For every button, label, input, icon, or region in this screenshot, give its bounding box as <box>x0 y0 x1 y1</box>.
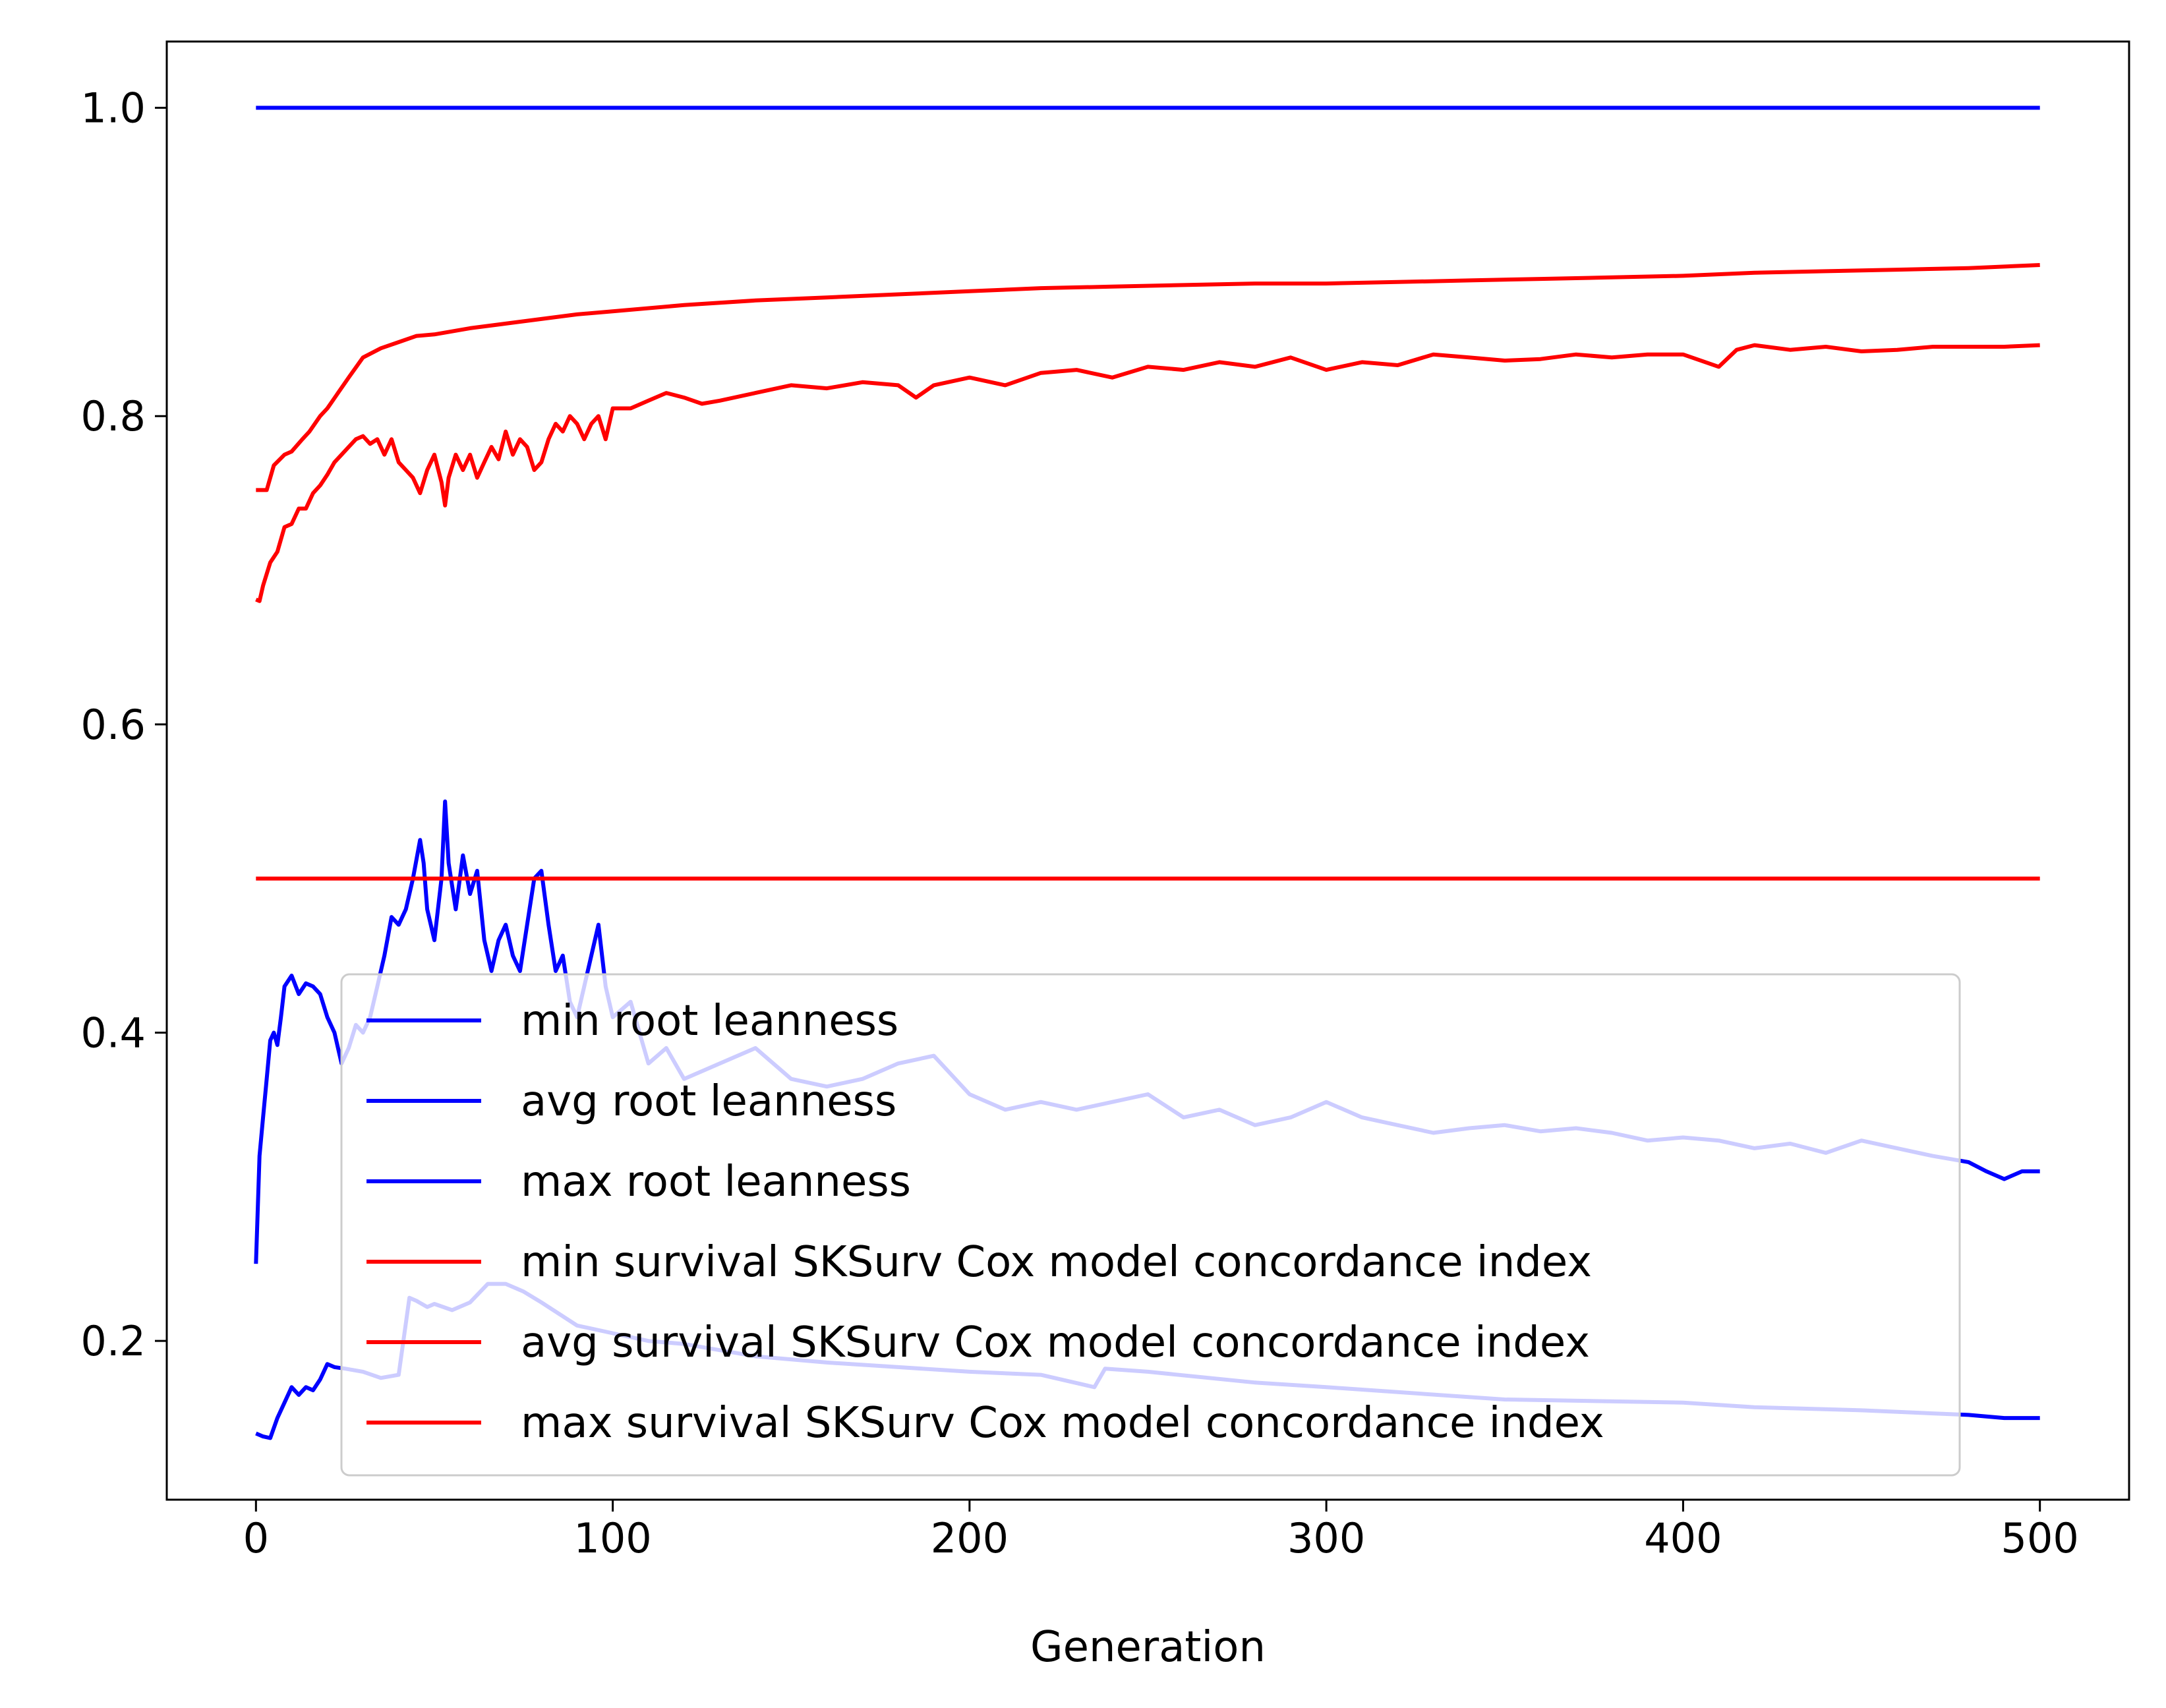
y-tick-label: 1.0 <box>80 84 146 133</box>
legend-box <box>340 973 1961 1477</box>
legend-label: avg survival SKSurv Cox model concordanc… <box>521 1318 1590 1367</box>
y-tick-label: 0.2 <box>80 1317 146 1365</box>
y-tick-label: 0.6 <box>80 701 146 749</box>
y-axis-ticks: 0.2 0.4 0.6 0.8 1.0 <box>80 84 167 1365</box>
x-tick-label: 100 <box>573 1514 651 1562</box>
plot-area-frame <box>165 40 2130 1501</box>
legend-label: avg root leanness <box>521 1077 896 1126</box>
legend-label: max root leanness <box>521 1158 911 1206</box>
x-tick-label: 500 <box>2001 1514 2079 1562</box>
legend: min root leanness avg root leanness max ro… <box>340 973 1961 1477</box>
x-tick-label: 300 <box>1287 1514 1365 1562</box>
x-axis-label: Generation <box>1030 1623 1266 1672</box>
y-tick-label: 0.8 <box>80 392 146 440</box>
x-tick-label: 400 <box>1644 1514 1722 1562</box>
y-tick-label: 0.4 <box>80 1009 146 1057</box>
x-axis-ticks: 0 100 200 300 400 500 <box>243 1500 2079 1562</box>
legend-label: max survival SKSurv Cox model concordanc… <box>521 1399 1604 1448</box>
series-line-5 <box>255 343 2040 603</box>
legend-label: min root leanness <box>521 997 898 1045</box>
x-tick-label: 200 <box>931 1514 1009 1562</box>
legend-label: min survival SKSurv Cox model concordanc… <box>521 1238 1592 1287</box>
series-line-6 <box>256 263 2040 492</box>
x-tick-label: 0 <box>243 1514 269 1562</box>
